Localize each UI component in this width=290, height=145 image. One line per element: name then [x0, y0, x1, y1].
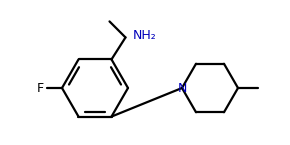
Text: NH₂: NH₂: [133, 29, 156, 42]
Text: F: F: [37, 81, 44, 95]
Text: N: N: [177, 81, 187, 95]
